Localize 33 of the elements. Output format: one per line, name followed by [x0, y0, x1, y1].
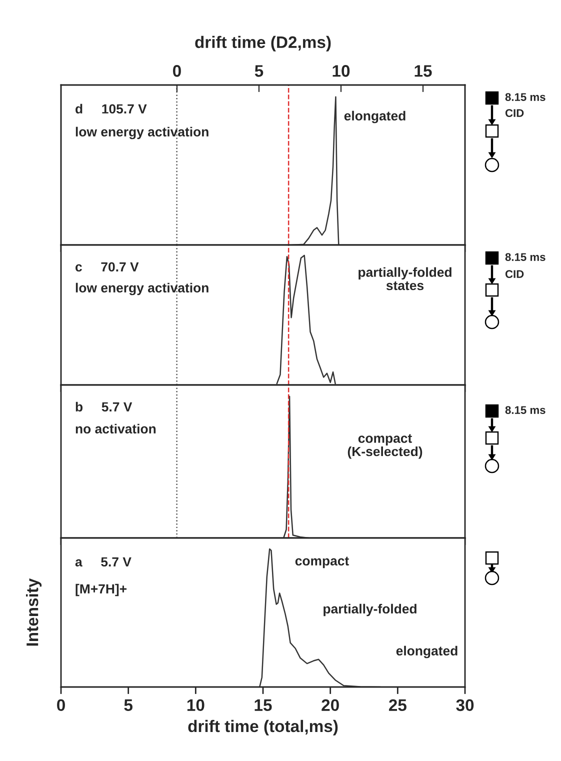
- x-tick-label: 0: [57, 699, 65, 712]
- annotation: [M+7H]+: [76, 584, 127, 596]
- annotation: c 70.7 V: [76, 262, 139, 272]
- x-tick-label: 20: [322, 699, 339, 712]
- x-tick-label: 25: [388, 699, 406, 712]
- x2-tick-label: 0: [172, 65, 181, 77]
- text: CID: [505, 270, 524, 278]
- x-axis-title: drift time (total,ms): [188, 720, 338, 736]
- annotation: partially-folded: [324, 604, 416, 616]
- text: 8.15 ms: [505, 253, 546, 261]
- x2-tick-label: 15: [414, 65, 432, 77]
- text: 8.15 ms: [505, 406, 546, 414]
- x-tick-label: 10: [187, 699, 204, 712]
- annotation: d 105.7 V: [76, 104, 147, 114]
- annotation: a 5.7 V: [75, 557, 132, 567]
- annotation: elongated: [396, 646, 458, 658]
- y-axis-title: Intensity: [26, 578, 42, 646]
- annotation: no activation: [76, 424, 156, 434]
- text: 8.15 ms: [505, 93, 546, 101]
- annotation: low energy activation: [76, 282, 208, 296]
- annotation: low energy activation: [76, 126, 208, 140]
- x-tick-label: 30: [456, 699, 474, 712]
- annotation: compact (K-selected): [348, 434, 422, 459]
- x2-axis-title: drift time (D2,ms): [195, 36, 331, 52]
- x2-tick-label: 5: [254, 65, 264, 77]
- x-tick-label: 5: [124, 699, 133, 712]
- annotation: compact: [295, 556, 349, 568]
- annotation: partially-folded states: [358, 267, 452, 290]
- x-tick-label: 15: [254, 699, 272, 712]
- text: CID: [505, 109, 524, 117]
- annotation: b 5.7 V: [76, 402, 132, 412]
- annotation: elongated: [344, 110, 406, 124]
- x2-tick-label: 10: [332, 65, 350, 77]
